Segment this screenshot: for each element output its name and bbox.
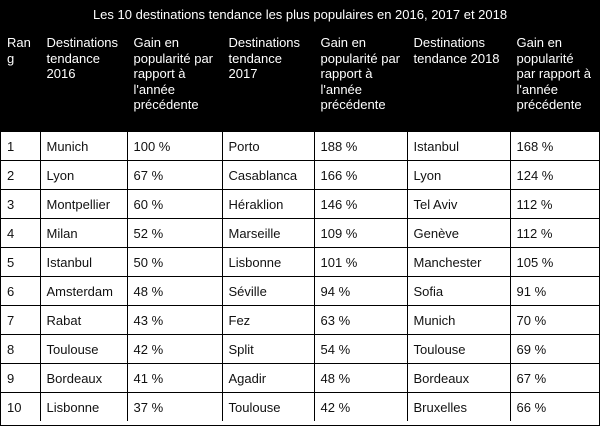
destination-2017-cell: Lisbonne [221,247,315,277]
destination-2017-cell: Séville [221,276,315,306]
table-row: 7 Rabat 43 % Fez 63 % Munich 70 % [1,305,600,335]
destination-2017-cell: Héraklion [221,189,315,219]
gain-2018-cell: 124 % [509,160,600,190]
destination-2016-cell: Bordeaux [39,363,128,393]
destination-2018-cell: Genève [406,218,511,248]
table-row: 3 Montpellier 60 % Héraklion 146 % Tel Aviv 11… [1,189,600,219]
table-row: 2 Lyon 67 % Casablanca 166 % Lyon 124 % [1,160,600,190]
header-rank: Rang [1,28,41,132]
table-row: 1 Munich 100 % Porto 188 % Istanbul 168 % [1,131,600,161]
gain-2017-cell: 54 % [313,334,408,364]
rank-cell: 4 [1,218,41,248]
destination-2018-cell: Munich [406,305,511,335]
rank-cell: 7 [1,305,41,335]
gain-2017-cell: 146 % [313,189,408,219]
gain-2016-cell: 50 % [126,247,223,277]
destination-2018-cell: Bruxelles [406,392,511,421]
destination-2017-cell: Toulouse [221,392,315,421]
gain-2018-cell: 168 % [509,131,600,161]
gain-2016-cell: 42 % [126,334,223,364]
rank-cell: 5 [1,247,41,277]
header-destinations-2017: Destinations tendance 2017 [221,28,315,132]
gain-2017-cell: 42 % [313,392,408,421]
destination-2017-cell: Split [221,334,315,364]
table-row: 8 Toulouse 42 % Split 54 % Toulouse 69 % [1,334,600,364]
destination-2016-cell: Toulouse [39,334,128,364]
gain-2018-cell: 66 % [509,392,600,421]
header-row: Rang Destinations tendance 2016 Gain en … [1,28,600,132]
gain-2018-cell: 112 % [509,218,600,248]
gain-2017-cell: 109 % [313,218,408,248]
table-row: 9 Bordeaux 41 % Agadir 48 % Bordeaux 67 % [1,363,600,393]
destination-2017-cell: Fez [221,305,315,335]
gain-2016-cell: 48 % [126,276,223,306]
destination-2017-cell: Casablanca [221,160,315,190]
destination-2018-cell: Sofia [406,276,511,306]
rank-cell: 2 [1,160,41,190]
destination-2016-cell: Milan [39,218,128,248]
gain-2017-cell: 101 % [313,247,408,277]
destination-2018-cell: Toulouse [406,334,511,364]
destination-2016-cell: Lyon [39,160,128,190]
destination-2016-cell: Istanbul [39,247,128,277]
gain-2016-cell: 37 % [126,392,223,421]
header-gain-2018: Gain en popularité par rapport à l'année… [509,28,600,132]
header-destinations-2018: Destinations tendance 2018 [406,28,511,132]
destination-2018-cell: Manchester [406,247,511,277]
destination-2018-cell: Bordeaux [406,363,511,393]
gain-2017-cell: 63 % [313,305,408,335]
table-body: 1 Munich 100 % Porto 188 % Istanbul 168 % 2 Lyon… [1,131,600,421]
destination-2018-cell: Tel Aviv [406,189,511,219]
gain-2016-cell: 43 % [126,305,223,335]
rank-cell: 3 [1,189,41,219]
destination-2017-cell: Marseille [221,218,315,248]
destination-2016-cell: Montpellier [39,189,128,219]
gain-2016-cell: 60 % [126,189,223,219]
destination-2016-cell: Amsterdam [39,276,128,306]
table-row: 10 Lisbonne 37 % Toulouse 42 % Bruxelles 66 % [1,392,600,421]
rank-cell: 9 [1,363,41,393]
gain-2016-cell: 41 % [126,363,223,393]
gain-2018-cell: 112 % [509,189,600,219]
rank-cell: 6 [1,276,41,306]
rank-cell: 8 [1,334,41,364]
destination-2016-cell: Rabat [39,305,128,335]
header-destinations-2016: Destinations tendance 2016 [39,28,128,132]
gain-2016-cell: 100 % [126,131,223,161]
title-row: Les 10 destinations tendance les plus po… [1,1,600,29]
destination-2017-cell: Agadir [221,363,315,393]
gain-2017-cell: 94 % [313,276,408,306]
table-title: Les 10 destinations tendance les plus po… [1,1,600,29]
header-gain-2016: Gain en popularité par rapport à l'année… [126,28,223,132]
rank-cell: 1 [1,131,41,161]
gain-2017-cell: 48 % [313,363,408,393]
rank-cell: 10 [1,392,41,421]
destination-2018-cell: Lyon [406,160,511,190]
gain-2018-cell: 69 % [509,334,600,364]
destination-2016-cell: Lisbonne [39,392,128,421]
gain-2018-cell: 67 % [509,363,600,393]
gain-2016-cell: 52 % [126,218,223,248]
table-row: 5 Istanbul 50 % Lisbonne 101 % Manchester 105 … [1,247,600,277]
table-row: 4 Milan 52 % Marseille 109 % Genève 112 % [1,218,600,248]
gain-2018-cell: 70 % [509,305,600,335]
header-gain-2017: Gain en popularité par rapport à l'année… [313,28,408,132]
gain-2018-cell: 91 % [509,276,600,306]
destination-2017-cell: Porto [221,131,315,161]
table-row: 6 Amsterdam 48 % Séville 94 % Sofia 91 % [1,276,600,306]
destination-2016-cell: Munich [39,131,128,161]
destination-2018-cell: Istanbul [406,131,511,161]
gain-2017-cell: 166 % [313,160,408,190]
gain-2017-cell: 188 % [313,131,408,161]
gain-2018-cell: 105 % [509,247,600,277]
gain-2016-cell: 67 % [126,160,223,190]
